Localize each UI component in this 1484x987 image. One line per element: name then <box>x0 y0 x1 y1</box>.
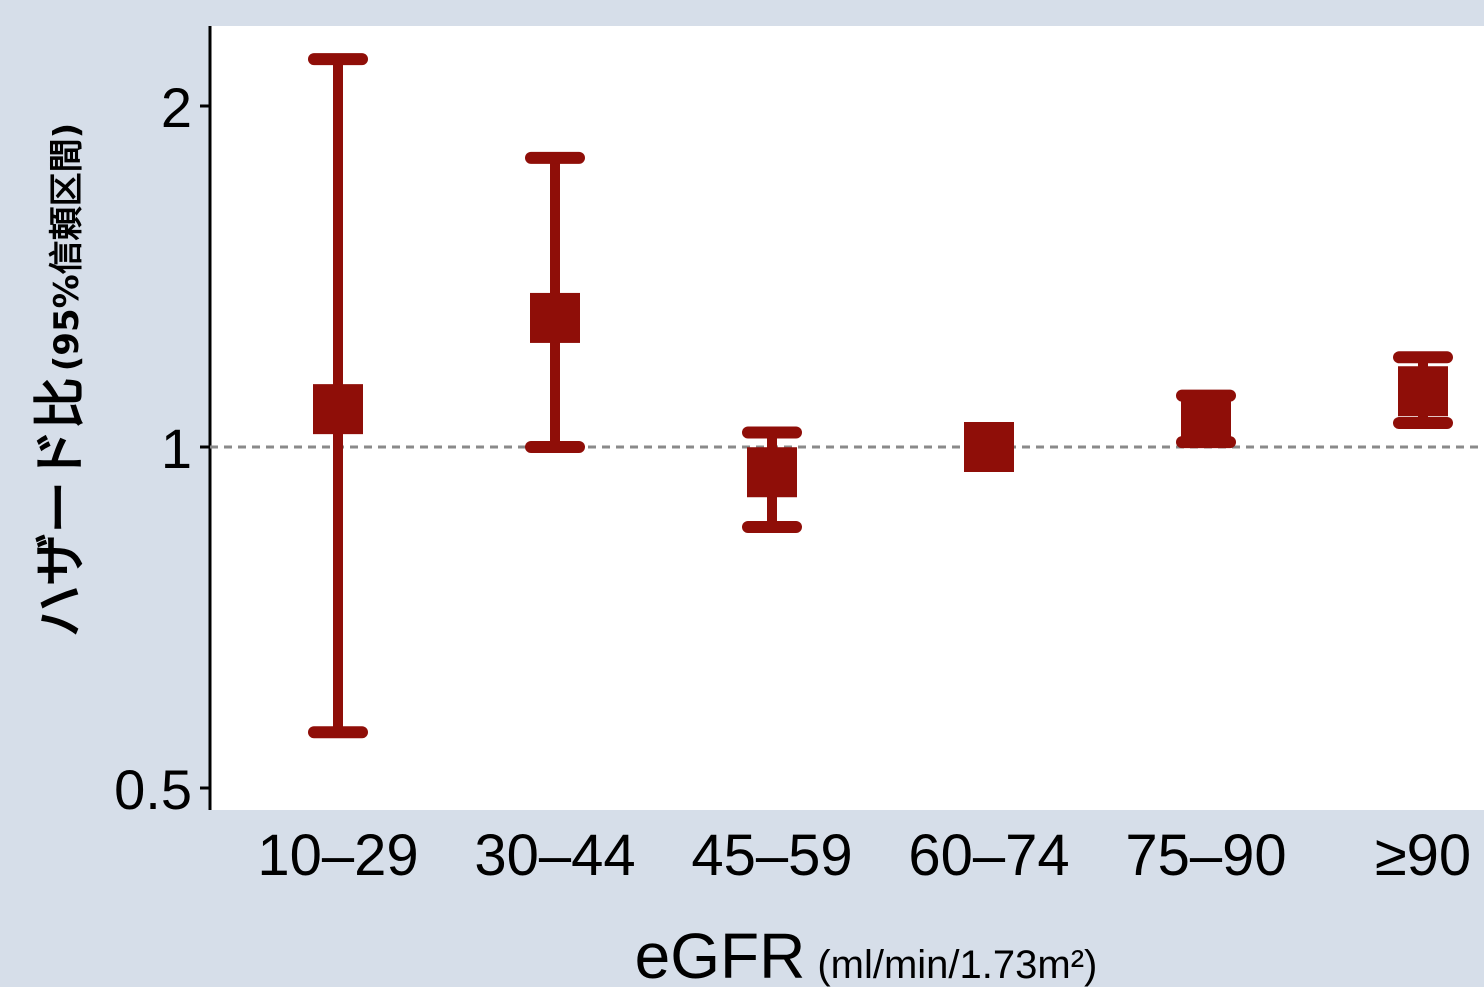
y-tick-label: 1 <box>161 417 192 480</box>
x-tick-label: 10–29 <box>257 823 418 888</box>
x-ticks: 10–29 30–44 45–59 60–74 75–90 ≥90 <box>257 823 1471 888</box>
point-marker <box>747 447 797 498</box>
svg-text:ハザード比(95%信頼区間): ハザード比 (95%信頼区間) <box>31 123 91 637</box>
y-axis-label-main: ハザード比 <box>31 377 91 637</box>
x-axis-label-main: eGFR <box>635 920 806 987</box>
point-marker <box>1181 393 1231 444</box>
x-axis-label-sub: (ml/min/1.73m²) <box>817 943 1097 987</box>
x-tick-label: 30–44 <box>474 823 635 888</box>
point-marker <box>313 384 363 435</box>
point-marker <box>964 422 1014 472</box>
y-ticks: 0.5 1 2 <box>114 76 210 821</box>
plot-area <box>210 26 1484 810</box>
point-marker <box>530 292 580 343</box>
x-tick-label: ≥90 <box>1375 823 1471 888</box>
y-tick-label: 2 <box>161 76 192 139</box>
x-tick-label: 45–59 <box>691 823 852 888</box>
error-bars <box>308 53 1453 739</box>
x-tick-label: 75–90 <box>1125 823 1286 888</box>
y-axis-label: ハザード比 (95%信頼区間) <box>31 123 91 637</box>
x-tick-label: 60–74 <box>908 823 1069 888</box>
y-tick-label: 0.5 <box>114 758 192 821</box>
x-axis-label: eGFR (ml/min/1.73m²) <box>635 920 1098 987</box>
y-axis-label-sub: (95%信頼区間) <box>47 123 87 371</box>
point-marker <box>1398 366 1448 417</box>
